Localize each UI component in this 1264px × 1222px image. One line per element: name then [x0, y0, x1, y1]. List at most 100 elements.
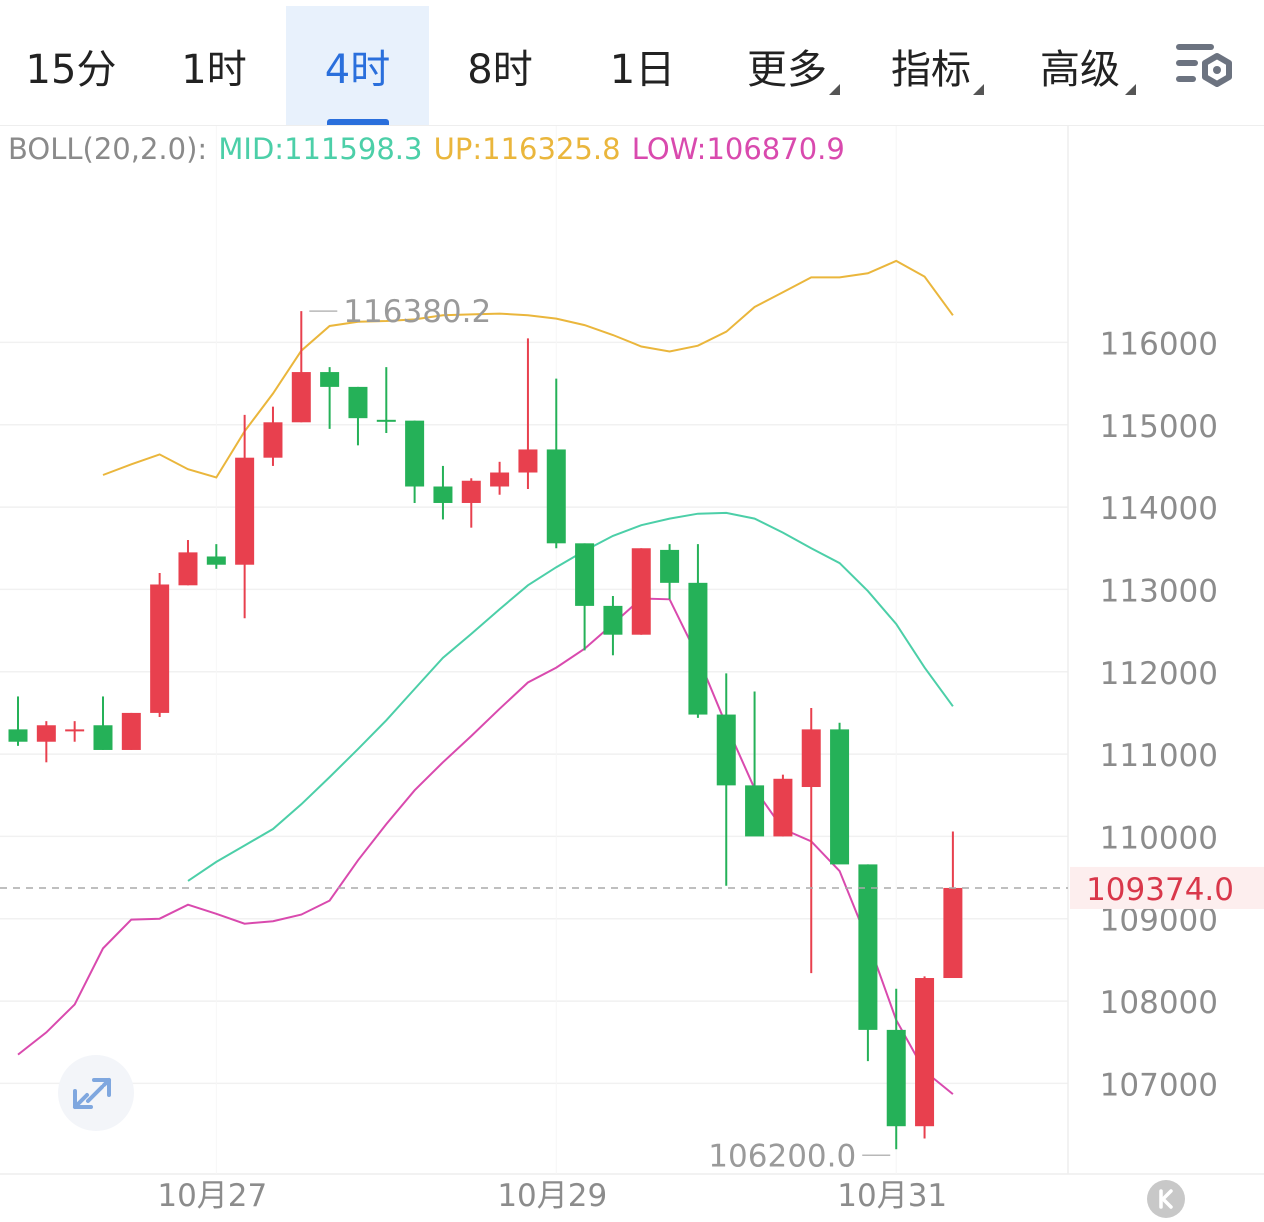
candle-body — [490, 472, 510, 487]
max-price-label: 116380.2 — [343, 294, 491, 330]
tab-advanced-label: 高级 — [1040, 46, 1120, 93]
candle-down — [405, 420, 425, 503]
boll-up: UP:116325.8 — [433, 132, 621, 166]
candle-body — [518, 449, 538, 473]
tab-1day[interactable]: 1日 — [609, 46, 676, 93]
y-tick-label: 107000 — [1100, 1067, 1218, 1103]
tab-8hour[interactable]: 8时 — [467, 46, 533, 93]
candle-up — [773, 774, 793, 837]
candle-up — [235, 414, 255, 619]
candle-up — [291, 311, 311, 423]
y-tick-label: 114000 — [1100, 491, 1218, 527]
candle-body — [433, 486, 453, 503]
dropdown-corner-icon — [973, 84, 984, 95]
candle-up — [518, 338, 538, 489]
candle-body — [150, 584, 170, 713]
candle-down — [858, 864, 878, 1062]
candle-body — [8, 729, 28, 742]
x-tick-label: 10月31 — [837, 1178, 947, 1214]
candle-body — [773, 778, 793, 837]
tab-more[interactable]: 更多 — [732, 6, 842, 125]
candle-body — [263, 422, 283, 458]
candle-body — [575, 543, 595, 606]
candle-body — [376, 419, 396, 422]
tab-15min[interactable]: 15分 — [25, 46, 117, 93]
candle-body — [660, 549, 680, 583]
boll-mid: MID:111598.3 — [218, 132, 423, 166]
y-tick-label: 111000 — [1100, 738, 1218, 774]
candle-up — [915, 976, 935, 1139]
candle-body — [688, 582, 708, 715]
candle-body — [206, 556, 226, 565]
tab-advanced[interactable]: 高级 — [1020, 6, 1140, 125]
candle-body — [93, 725, 113, 750]
candle-up — [36, 721, 56, 763]
candle-down — [660, 544, 680, 600]
x-tick-label: 10月27 — [157, 1178, 267, 1214]
candle-down — [575, 543, 595, 651]
k-logo-icon[interactable] — [1147, 1180, 1185, 1218]
candle-up — [943, 831, 963, 979]
boll-low: LOW:106870.9 — [631, 132, 845, 166]
chart-settings-icon[interactable] — [1174, 40, 1236, 96]
candle-down — [716, 673, 736, 886]
expand-icon[interactable] — [58, 1055, 134, 1131]
candle-body — [716, 714, 736, 786]
candle-body — [36, 725, 56, 742]
tab-4hour-label: 4时 — [324, 46, 391, 93]
candle-down — [603, 596, 623, 656]
candle-body — [320, 372, 340, 387]
boll-low-line — [17, 597, 954, 1095]
y-tick-label: 113000 — [1100, 573, 1218, 609]
candle-down — [348, 386, 368, 446]
candle-body — [886, 1029, 906, 1127]
min-price-label: 106200.0 — [708, 1138, 856, 1174]
y-tick-label: 110000 — [1100, 820, 1218, 856]
candle-body — [943, 887, 963, 979]
candle-body — [291, 372, 311, 423]
y-tick-label: 112000 — [1100, 656, 1218, 692]
x-tick-label: 10月29 — [497, 1178, 607, 1214]
candle-down — [206, 544, 226, 569]
candle-down — [886, 988, 906, 1150]
tab-1hour[interactable]: 1时 — [181, 46, 247, 93]
current-price-label: 109374.0 — [1086, 872, 1234, 908]
tab-4hour[interactable]: 4时 — [286, 6, 429, 125]
candle-body — [603, 605, 623, 635]
interval-tab-bar: 15分 1时 4时 8时 1日 更多 指标 高级 — [0, 0, 1264, 126]
candle-up — [490, 461, 510, 495]
candle-up — [178, 540, 198, 586]
candle-down — [376, 367, 396, 433]
candle-down — [320, 367, 340, 429]
candle-down — [546, 378, 566, 549]
candle-up — [121, 712, 141, 750]
candle-body — [405, 420, 425, 487]
current-price-badge — [1070, 866, 1264, 909]
y-tick-label: 108000 — [1100, 985, 1218, 1021]
candle-body — [801, 729, 821, 788]
candle-body — [65, 729, 85, 732]
candle-body — [745, 785, 765, 837]
candle-body — [830, 729, 850, 865]
candle-down — [830, 722, 850, 865]
tab-indicators-label: 指标 — [891, 46, 971, 93]
candle-body — [235, 457, 255, 565]
candle-body — [461, 480, 481, 503]
candle-body — [915, 978, 935, 1127]
candle-up — [150, 572, 170, 718]
candle-up — [461, 478, 481, 528]
tab-more-label: 更多 — [747, 46, 827, 93]
tab-indicators[interactable]: 指标 — [876, 6, 986, 125]
dropdown-corner-icon — [829, 84, 840, 95]
candle-body — [858, 864, 878, 1030]
candle-body — [631, 548, 651, 635]
candle-up — [65, 721, 85, 742]
candle-up — [631, 548, 651, 635]
candle-up — [801, 707, 821, 974]
candlestick-chart[interactable]: 116000 115000 114000 113000 112000 111000 1100… — [0, 126, 1264, 1221]
boll-legend: BOLL(20,2.0): MID:111598.3 UP:116325.8 L… — [8, 129, 847, 169]
y-tick-label: 115000 — [1100, 409, 1218, 445]
candle-down — [8, 696, 28, 746]
candle-down — [433, 465, 453, 520]
candle-body — [546, 449, 566, 544]
